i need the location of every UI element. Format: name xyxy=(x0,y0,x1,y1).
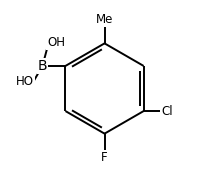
Text: Cl: Cl xyxy=(161,105,173,118)
Text: HO: HO xyxy=(16,75,34,88)
Text: OH: OH xyxy=(47,36,65,49)
Text: Me: Me xyxy=(96,13,113,26)
Text: F: F xyxy=(101,151,108,164)
Text: B: B xyxy=(38,59,47,73)
